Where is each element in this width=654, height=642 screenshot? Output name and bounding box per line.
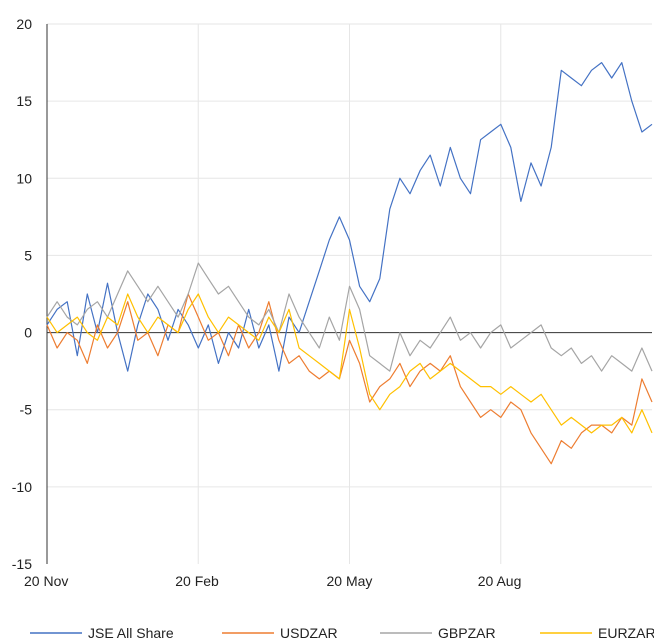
x-tick-label: 20 Nov — [24, 573, 68, 589]
series-lines — [46, 61, 653, 465]
y-tick-label: 15 — [16, 93, 32, 109]
y-axis-tick-labels: -15 -10 -5 0 5 10 15 20 — [12, 16, 32, 572]
series-line-eurzar — [46, 293, 653, 434]
y-tick-label: -5 — [20, 402, 33, 418]
y-tick-label: 20 — [16, 16, 32, 32]
legend-label: GBPZAR — [438, 625, 496, 641]
legend: JSE All Share USDZAR GBPZAR EURZAR — [30, 625, 654, 641]
horizontal-gridlines — [47, 23, 652, 488]
series-line-jse-all-share — [46, 61, 653, 372]
legend-label: JSE All Share — [88, 625, 174, 641]
y-tick-label: 0 — [24, 325, 32, 341]
legend-label: EURZAR — [598, 625, 654, 641]
y-tick-label: 10 — [16, 170, 32, 186]
x-tick-label: 20 May — [327, 573, 373, 589]
series-line-gbpzar — [46, 262, 653, 372]
y-tick-label: 5 — [24, 247, 32, 263]
x-tick-label: 20 Aug — [478, 573, 522, 589]
x-tick-label: 20 Feb — [175, 573, 219, 589]
x-axis-tick-labels: 20 Nov 20 Feb 20 May 20 Aug — [24, 573, 521, 589]
legend-label: USDZAR — [280, 625, 338, 641]
y-tick-label: -10 — [12, 479, 32, 495]
y-tick-label: -15 — [12, 556, 32, 572]
vertical-gridlines — [197, 24, 502, 564]
